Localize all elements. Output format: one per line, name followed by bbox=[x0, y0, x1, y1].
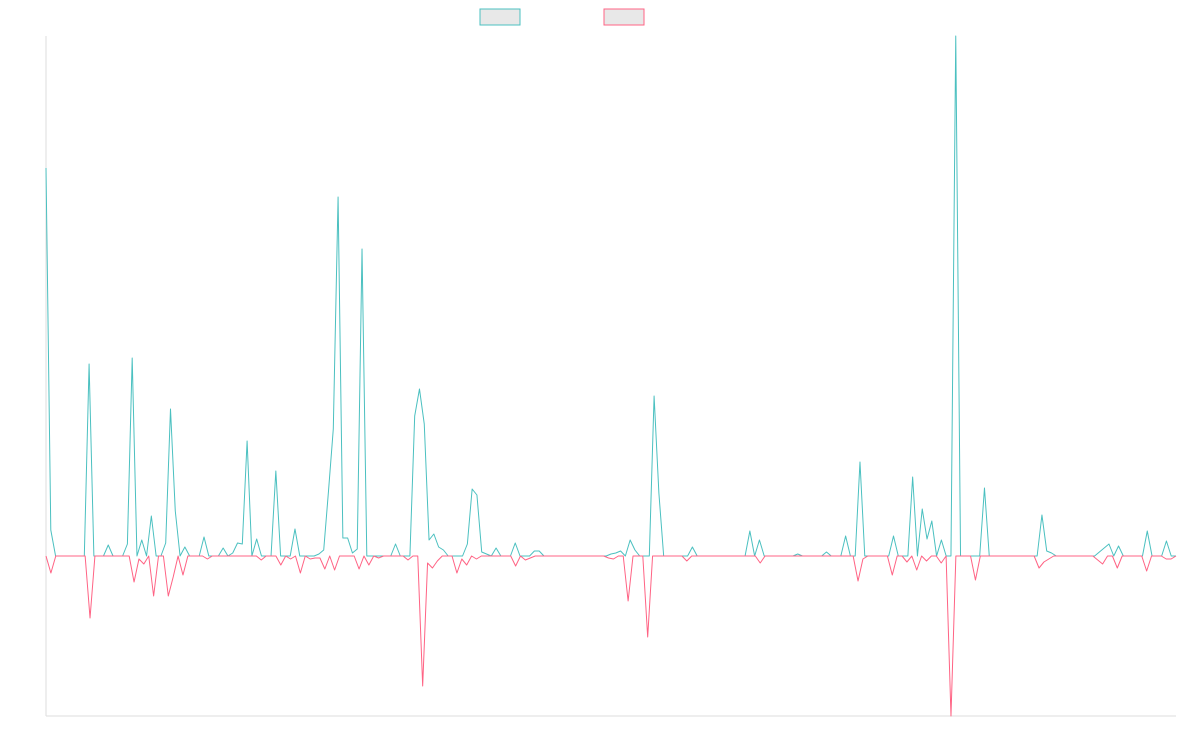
legend bbox=[479, 8, 645, 26]
series-line-1 bbox=[45, 35, 1176, 557]
legend-swatch-series-2[interactable] bbox=[603, 8, 645, 26]
legend-swatch-series-1[interactable] bbox=[479, 8, 521, 26]
series-line-2 bbox=[45, 555, 1177, 717]
series-layer bbox=[45, 35, 1177, 717]
